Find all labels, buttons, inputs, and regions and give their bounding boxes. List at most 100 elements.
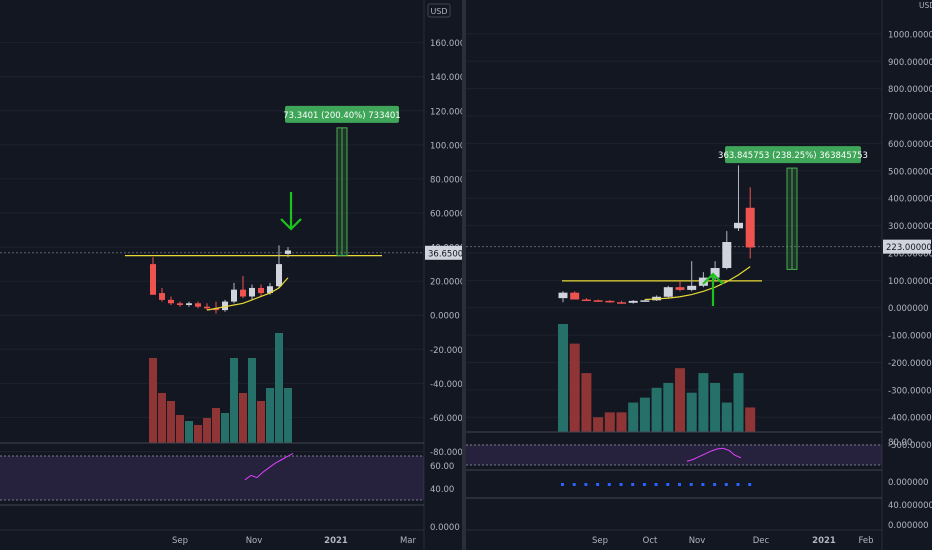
last-price-label: 223.000000: [886, 243, 932, 253]
volume-bar: [203, 418, 211, 443]
time-tick-label: Nov: [246, 536, 263, 546]
candle-body[interactable]: [177, 303, 183, 305]
measure-label: 363.845753 (238.25%) 363845753: [718, 151, 868, 161]
volume-bar: [266, 388, 274, 443]
measure-label-box[interactable]: [725, 146, 861, 164]
volume-bar: [663, 382, 674, 432]
currency-box[interactable]: [427, 3, 451, 18]
rsi-line: [244, 452, 294, 481]
candle-body[interactable]: [605, 300, 615, 303]
volume-bar: [176, 415, 184, 443]
volume-bar: [185, 421, 193, 443]
left-chart[interactable]: 160.0000 140.0000 120.0000 100.0000 80.0000 6…: [0, 0, 462, 550]
candle-body[interactable]: [231, 289, 237, 302]
pane-divider[interactable]: [462, 0, 466, 550]
indicator-dot: [678, 483, 681, 486]
time-tick-label: 2021: [324, 536, 348, 546]
candle-body[interactable]: [640, 300, 650, 302]
right-chart-pane[interactable]: 1000.000000 900.000000 800.000000 700.00000…: [466, 0, 932, 550]
candle-body[interactable]: [570, 292, 580, 300]
right-chart[interactable]: 1000.000000 900.000000 800.000000 700.00000…: [466, 0, 932, 550]
candle-body[interactable]: [722, 242, 732, 269]
candle-body[interactable]: [617, 302, 626, 304]
candle-body[interactable]: [734, 222, 743, 229]
candle-body[interactable]: [249, 287, 255, 297]
currency-label: USD: [919, 1, 932, 10]
indicator-dot: [607, 483, 611, 486]
price-tick-label: 300.000000: [888, 222, 932, 232]
volume-bar: [284, 388, 292, 443]
candle-body[interactable]: [213, 308, 219, 311]
rsi-tick-label: 40.000000: [888, 501, 932, 511]
volume-bar: [628, 402, 639, 432]
price-tick-label: 80.0000: [430, 175, 462, 185]
price-tick-label: -100.000000: [888, 332, 932, 342]
candle-body[interactable]: [285, 250, 291, 254]
price-tick-label: 100.0000: [430, 141, 462, 151]
candle-body[interactable]: [581, 299, 591, 302]
currency-label: USD: [430, 7, 447, 16]
measure-label-box[interactable]: [285, 105, 399, 123]
volume-bar: [221, 413, 229, 443]
volume-bar: [721, 402, 732, 432]
volume-bar: [604, 412, 615, 432]
candle-body[interactable]: [258, 287, 264, 294]
volume-bar: [158, 393, 166, 443]
volume-bar: [686, 392, 697, 432]
arrow-up-icon[interactable]: [702, 272, 724, 306]
moving-average-line: [206, 277, 289, 311]
volume-bar: [616, 412, 627, 432]
candle-body[interactable]: [240, 289, 246, 297]
left-chart-pane[interactable]: 160.0000 140.0000 120.0000 100.0000 80.0000 6…: [0, 0, 462, 550]
candle-body[interactable]: [204, 306, 210, 309]
candle-body[interactable]: [745, 207, 755, 248]
rsi-tick-label: 80.00: [888, 438, 912, 448]
price-tick-label: 0.000000: [888, 304, 929, 314]
indicator-dot: [654, 483, 658, 486]
candle-body[interactable]: [675, 287, 685, 290]
rsi-line: [686, 447, 742, 462]
indicator-dot: [701, 483, 705, 486]
indicator-dot: [689, 483, 693, 486]
indicator-dot: [666, 483, 670, 486]
candle-body[interactable]: [222, 301, 228, 311]
price-tick-label: -20.0000: [430, 346, 462, 356]
price-tick-label: 140.0000: [430, 73, 462, 83]
indicator-dot: [642, 483, 646, 486]
candle-body[interactable]: [267, 286, 273, 294]
candle-body[interactable]: [628, 300, 638, 303]
time-tick-label: Sep: [592, 536, 608, 546]
volume-bar: [651, 387, 662, 432]
price-tick-label: -200.000000: [888, 359, 932, 369]
rsi-band: [0, 456, 424, 500]
candle-body[interactable]: [195, 303, 201, 307]
last-price-tag: [883, 239, 931, 254]
volume-bar: [675, 368, 685, 432]
candle-body[interactable]: [276, 264, 282, 287]
volume-bar: [149, 358, 157, 443]
price-tick-label: -500.000000: [888, 441, 932, 451]
candle-body[interactable]: [159, 293, 165, 300]
candle-body[interactable]: [186, 303, 192, 305]
candle-body[interactable]: [593, 300, 603, 302]
time-tick-label: Dec: [753, 536, 770, 546]
candle-body[interactable]: [698, 277, 708, 286]
rsi-tick-label: 40.00: [430, 485, 454, 495]
candle-body[interactable]: [168, 299, 174, 304]
volume-bar: [733, 373, 744, 432]
candle-body[interactable]: [558, 292, 568, 299]
candle-body[interactable]: [150, 264, 156, 295]
arrow-down-icon[interactable]: [280, 192, 302, 231]
time-tick-label: Feb: [858, 536, 873, 546]
rsi-tick-label: 0.0000: [430, 523, 460, 533]
price-tick-label: 900.000000: [888, 58, 932, 68]
price-tick-label: 100.000000: [888, 277, 932, 287]
indicator-dot: [584, 483, 588, 486]
candle-body[interactable]: [687, 285, 697, 290]
volume-bar: [194, 425, 202, 443]
price-tick-label: 60.0000: [430, 210, 462, 220]
candle-body[interactable]: [663, 287, 673, 297]
price-tick-label: 20.0000: [430, 278, 462, 288]
candle-body[interactable]: [710, 268, 720, 278]
